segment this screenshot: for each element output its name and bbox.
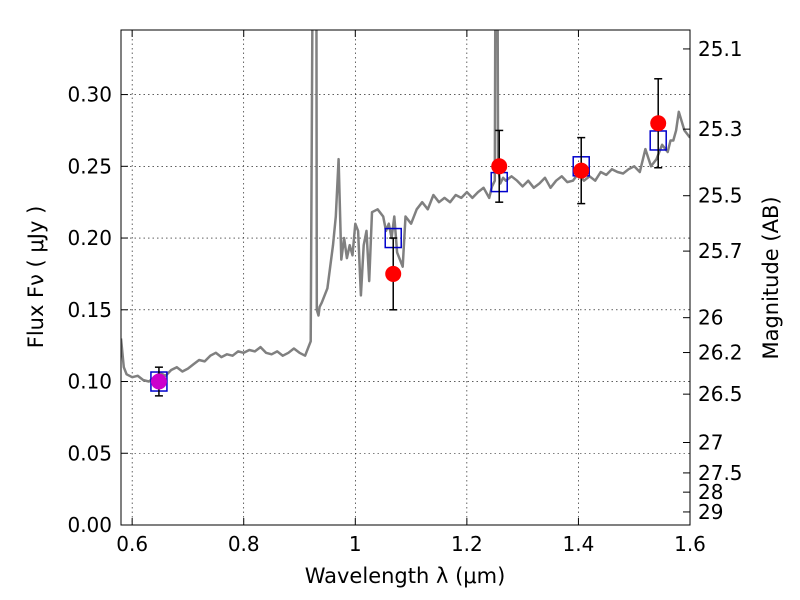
x-tick-label: 0.8: [228, 532, 260, 556]
magnitude-tick-label: 26.5: [698, 382, 743, 406]
observed-point: [385, 265, 402, 282]
y-tick-label: 0.30: [67, 83, 112, 107]
magnitude-tick-label: 25.5: [698, 184, 743, 208]
y-tick-label: 0.05: [67, 441, 112, 465]
y-tick-label: 0.20: [67, 226, 112, 250]
magnitude-axis-label: Magnitude (AB): [759, 196, 783, 359]
y-axis-ticks: 0.00 0.05 0.10 0.15 0.20 0.25 0.30: [67, 83, 128, 537]
plot-frame: [120, 29, 691, 526]
x-tick-label: 1.6: [674, 532, 706, 556]
observed-point: [573, 162, 590, 179]
model-spectrum: [121, 30, 690, 383]
y-tick-label: 0.00: [67, 513, 112, 537]
x-tick-label: 1: [349, 532, 362, 556]
magnitude-tick-label: 27: [698, 431, 723, 455]
magnitude-tick-label: 29: [698, 500, 723, 524]
x-tick-label: 0.6: [116, 532, 148, 556]
magnitude-tick-label: 26: [698, 306, 723, 330]
y-tick-label: 0.15: [67, 298, 112, 322]
observed-point: [491, 158, 508, 175]
magnitude-tick-label: 25.7: [698, 239, 743, 263]
x-axis-label: Wavelength λ (μm): [305, 564, 506, 588]
observed-errorbars: [154, 78, 663, 397]
x-tick-label: 1.4: [563, 532, 595, 556]
x-axis-ticks: 0.6 0.8 1 1.2 1.4 1.6: [116, 30, 706, 556]
magnitude-tick-label: 28: [698, 480, 723, 504]
observed-point: [650, 115, 667, 132]
observed-point: [150, 373, 167, 390]
y-tick-label: 0.10: [67, 370, 112, 394]
y-tick-label: 0.25: [67, 154, 112, 178]
magnitude-tick-label: 26.2: [698, 341, 743, 365]
observed-points: [150, 115, 667, 390]
model-spectrum-line: [121, 30, 690, 383]
magnitude-tick-label: 25.3: [698, 117, 743, 141]
x-tick-label: 1.2: [451, 532, 483, 556]
grid: [121, 30, 690, 525]
magnitude-tick-label: 27.5: [698, 461, 743, 485]
magnitude-tick-label: 25.1: [698, 37, 743, 61]
y-axis-label: Flux Fν ( μJy ): [24, 206, 48, 349]
